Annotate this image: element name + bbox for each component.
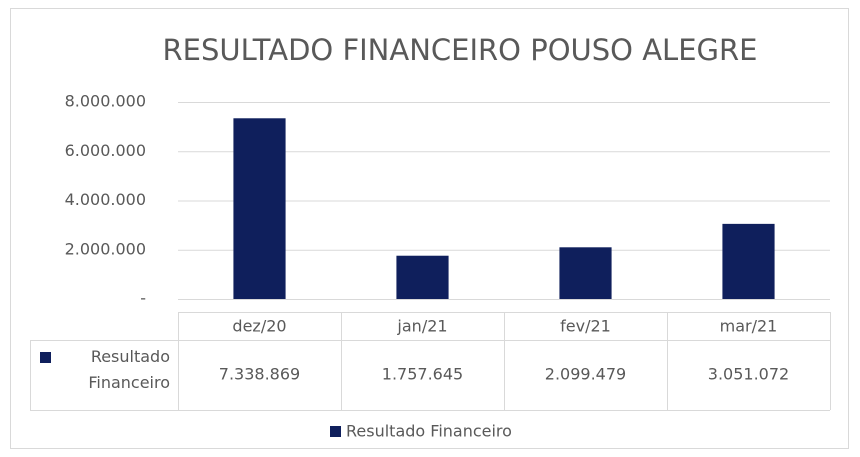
table-value: 2.099.479: [545, 365, 626, 384]
legend-key: [40, 352, 51, 363]
x-tick-label: mar/21: [720, 317, 778, 336]
bar: [233, 118, 286, 299]
x-tick-label: jan/21: [396, 317, 447, 336]
table-value: 3.051.072: [708, 365, 789, 384]
y-tick-label: 4.000.000: [65, 190, 146, 209]
y-tick-label: 6.000.000: [65, 141, 146, 160]
x-tick-label: fev/21: [560, 317, 611, 336]
legend-key: [330, 426, 341, 437]
x-tick-label: dez/20: [232, 317, 286, 336]
y-tick-label: -: [140, 289, 146, 308]
table-value: 7.338.869: [219, 365, 300, 384]
table-value: 1.757.645: [382, 365, 463, 384]
bar: [559, 247, 612, 299]
chart-title: RESULTADO FINANCEIRO POUSO ALEGRE: [163, 33, 758, 67]
table-row-header: Resultado Financeiro: [88, 347, 170, 392]
bar: [396, 255, 449, 299]
bar: [722, 223, 775, 299]
table-row-header-box: Resultado Financeiro: [88, 347, 170, 392]
legend-label: Resultado Financeiro: [346, 422, 512, 441]
y-tick-label: 2.000.000: [65, 239, 146, 258]
chart-border: [10, 8, 849, 449]
y-tick-label: 8.000.000: [65, 92, 146, 111]
